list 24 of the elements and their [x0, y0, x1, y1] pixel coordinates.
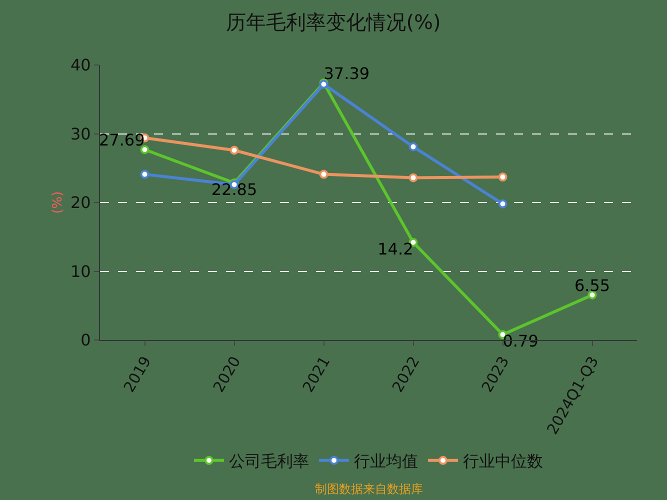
point — [408, 173, 418, 182]
data-label: 6.55 — [574, 276, 610, 295]
y-tick-label: 40 — [70, 56, 91, 75]
chart-title: 历年毛利率变化情况(%) — [226, 10, 441, 34]
point — [140, 145, 150, 154]
y-tick-label: 0 — [80, 330, 91, 350]
data-label: 27.69 — [98, 130, 145, 150]
point — [230, 146, 239, 155]
legend-label: 行业均值 — [354, 452, 418, 471]
legend-label: 行业中位数 — [463, 452, 543, 471]
point — [408, 142, 418, 152]
point — [140, 170, 150, 179]
y-tick-label: 30 — [70, 124, 91, 144]
y-tick-label: 20 — [70, 193, 91, 212]
point — [319, 170, 328, 179]
data-label: 37.39 — [324, 64, 370, 83]
point — [498, 199, 508, 208]
y-axis-title: (%) — [50, 191, 66, 214]
text: 制图数据来自数据库 — [315, 482, 423, 496]
data-label: 14.2 — [378, 239, 414, 258]
data-label: 22.85 — [211, 180, 258, 199]
point — [498, 172, 508, 182]
legend-label: 公司毛利率 — [229, 452, 309, 471]
y-tick-label: 10 — [70, 262, 91, 281]
